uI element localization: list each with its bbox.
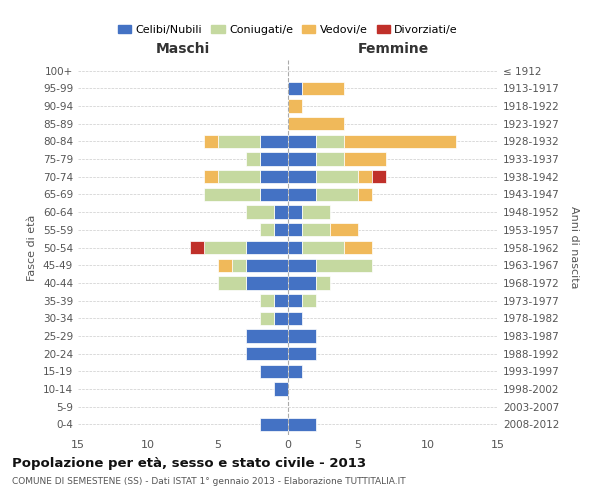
Legend: Celibi/Nubili, Coniugati/e, Vedovi/e, Divorziati/e: Celibi/Nubili, Coniugati/e, Vedovi/e, Di… — [113, 20, 463, 40]
Bar — [330, 223, 358, 236]
Bar — [274, 312, 288, 325]
Bar — [288, 241, 302, 254]
Bar — [344, 134, 456, 148]
Bar — [358, 188, 372, 201]
Bar — [218, 276, 246, 289]
Bar — [344, 152, 386, 166]
Bar — [204, 170, 218, 183]
Bar — [204, 134, 218, 148]
Bar — [232, 258, 246, 272]
Bar — [260, 170, 288, 183]
Bar — [260, 418, 288, 431]
Bar — [316, 276, 330, 289]
Text: Femmine: Femmine — [358, 42, 428, 56]
Text: COMUNE DI SEMESTENE (SS) - Dati ISTAT 1° gennaio 2013 - Elaborazione TUTTITALIA.: COMUNE DI SEMESTENE (SS) - Dati ISTAT 1°… — [12, 478, 406, 486]
Bar — [288, 117, 344, 130]
Bar — [288, 364, 302, 378]
Bar — [358, 170, 372, 183]
Bar — [246, 258, 288, 272]
Bar — [316, 134, 344, 148]
Y-axis label: Fasce di età: Fasce di età — [28, 214, 37, 280]
Bar — [288, 276, 316, 289]
Bar — [218, 170, 260, 183]
Bar — [260, 134, 288, 148]
Bar — [218, 258, 232, 272]
Bar — [288, 347, 316, 360]
Bar — [372, 170, 386, 183]
Bar — [316, 152, 344, 166]
Bar — [218, 134, 260, 148]
Bar — [288, 330, 316, 342]
Bar — [316, 258, 372, 272]
Bar — [288, 152, 316, 166]
Bar — [288, 188, 316, 201]
Bar — [288, 82, 302, 95]
Bar — [288, 418, 316, 431]
Bar — [316, 170, 358, 183]
Bar — [288, 223, 302, 236]
Bar — [274, 206, 288, 219]
Y-axis label: Anni di nascita: Anni di nascita — [569, 206, 579, 289]
Bar — [302, 223, 330, 236]
Bar — [288, 134, 316, 148]
Bar — [274, 294, 288, 307]
Bar — [288, 206, 302, 219]
Bar — [274, 382, 288, 396]
Bar — [260, 312, 274, 325]
Bar — [246, 276, 288, 289]
Bar — [260, 223, 274, 236]
Bar — [246, 330, 288, 342]
Bar — [204, 188, 260, 201]
Bar — [260, 188, 288, 201]
Bar — [260, 364, 288, 378]
Bar — [302, 294, 316, 307]
Text: Popolazione per età, sesso e stato civile - 2013: Popolazione per età, sesso e stato civil… — [12, 458, 366, 470]
Bar — [302, 206, 330, 219]
Bar — [246, 152, 260, 166]
Bar — [246, 241, 288, 254]
Bar — [246, 347, 288, 360]
Bar — [260, 152, 288, 166]
Bar — [288, 100, 302, 112]
Text: Maschi: Maschi — [156, 42, 210, 56]
Bar — [288, 258, 316, 272]
Bar — [260, 294, 274, 307]
Bar — [316, 188, 358, 201]
Bar — [344, 241, 372, 254]
Bar — [288, 312, 302, 325]
Bar — [288, 170, 316, 183]
Bar — [302, 82, 344, 95]
Bar — [288, 294, 302, 307]
Bar — [204, 241, 246, 254]
Bar — [274, 223, 288, 236]
Bar — [190, 241, 204, 254]
Bar — [246, 206, 274, 219]
Bar — [302, 241, 344, 254]
